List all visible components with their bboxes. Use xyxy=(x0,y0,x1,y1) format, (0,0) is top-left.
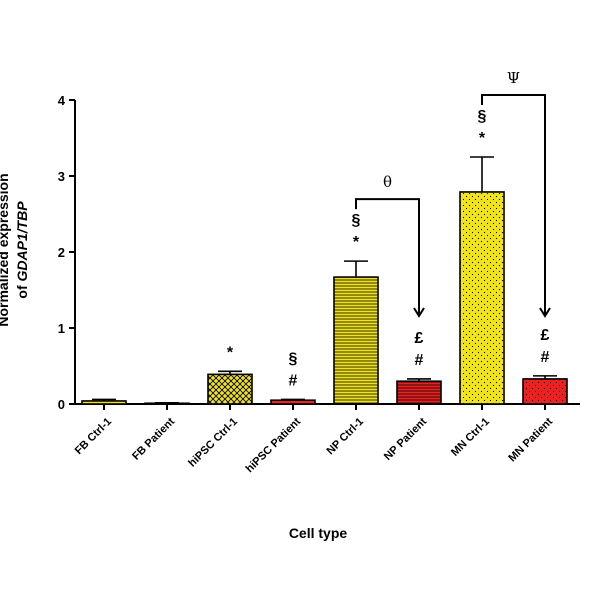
x-tick-label-3: hiPSC Ctrl-1 xyxy=(186,416,240,470)
y-axis-title: Normalized expression of GDAP1/TBP xyxy=(0,173,30,326)
y-tick-label-4: 4 xyxy=(58,93,66,108)
x-tick-label-7: MN Ctrl-1 xyxy=(449,416,492,459)
comparison-label-2: Ψ xyxy=(507,69,520,87)
x-tick-label-4: hiPSC Patient xyxy=(244,415,304,475)
bar-1 xyxy=(81,400,127,405)
comparison-bracket-2 xyxy=(481,94,546,316)
significance-mark-5-2: § xyxy=(352,212,361,229)
y-tick-label-0: 0 xyxy=(58,397,65,412)
bar-7 xyxy=(459,191,505,405)
x-tick-label-5: NP Ctrl-1 xyxy=(324,416,366,458)
bar-5 xyxy=(333,276,379,405)
x-axis-title: Cell type xyxy=(289,525,348,541)
bar-4 xyxy=(270,399,316,405)
y-axis-title-line1: Normalized expression xyxy=(0,173,11,326)
significance-mark-7-2: § xyxy=(478,108,487,125)
significance-mark-8-2: £ xyxy=(541,327,550,344)
significance-mark-6-1: # xyxy=(415,352,424,369)
bar-8 xyxy=(522,378,568,405)
x-tick-label-1: FB Ctrl-1 xyxy=(73,416,114,457)
plot-area: 0 1 2 3 4 FB Ctrl-1 FB Patient hiPSC Ctrl-1 * hiP… xyxy=(58,69,580,475)
bar-6 xyxy=(396,380,442,405)
bar-3 xyxy=(207,373,253,405)
significance-mark-3-1: * xyxy=(227,344,234,361)
significance-mark-5-1: * xyxy=(353,234,360,251)
x-tick-label-6: NP Patient xyxy=(382,415,429,462)
significance-mark-4-2: § xyxy=(289,350,298,367)
y-tick-label-3: 3 xyxy=(58,169,65,184)
significance-mark-4-1: # xyxy=(289,372,298,389)
significance-mark-8-1: # xyxy=(541,349,550,366)
y-tick-label-1: 1 xyxy=(58,321,65,336)
y-axis-title-prefix: of xyxy=(14,282,30,299)
x-tick-label-8: MN Patient xyxy=(506,415,555,464)
significance-mark-7-1: * xyxy=(479,130,486,147)
comparison-arrowhead-2 xyxy=(539,307,551,318)
y-axis-title-gene: GDAP1/TBP xyxy=(14,201,30,282)
x-tick-label-2: FB Patient xyxy=(130,415,177,462)
comparison-bracket-1 xyxy=(355,198,420,316)
y-tick-label-2: 2 xyxy=(58,245,65,260)
comparison-label-1: θ xyxy=(383,173,392,191)
comparison-arrowhead-1 xyxy=(413,307,425,318)
significance-mark-6-2: £ xyxy=(415,330,424,347)
y-axis-title-line2: of GDAP1/TBP xyxy=(14,201,30,299)
